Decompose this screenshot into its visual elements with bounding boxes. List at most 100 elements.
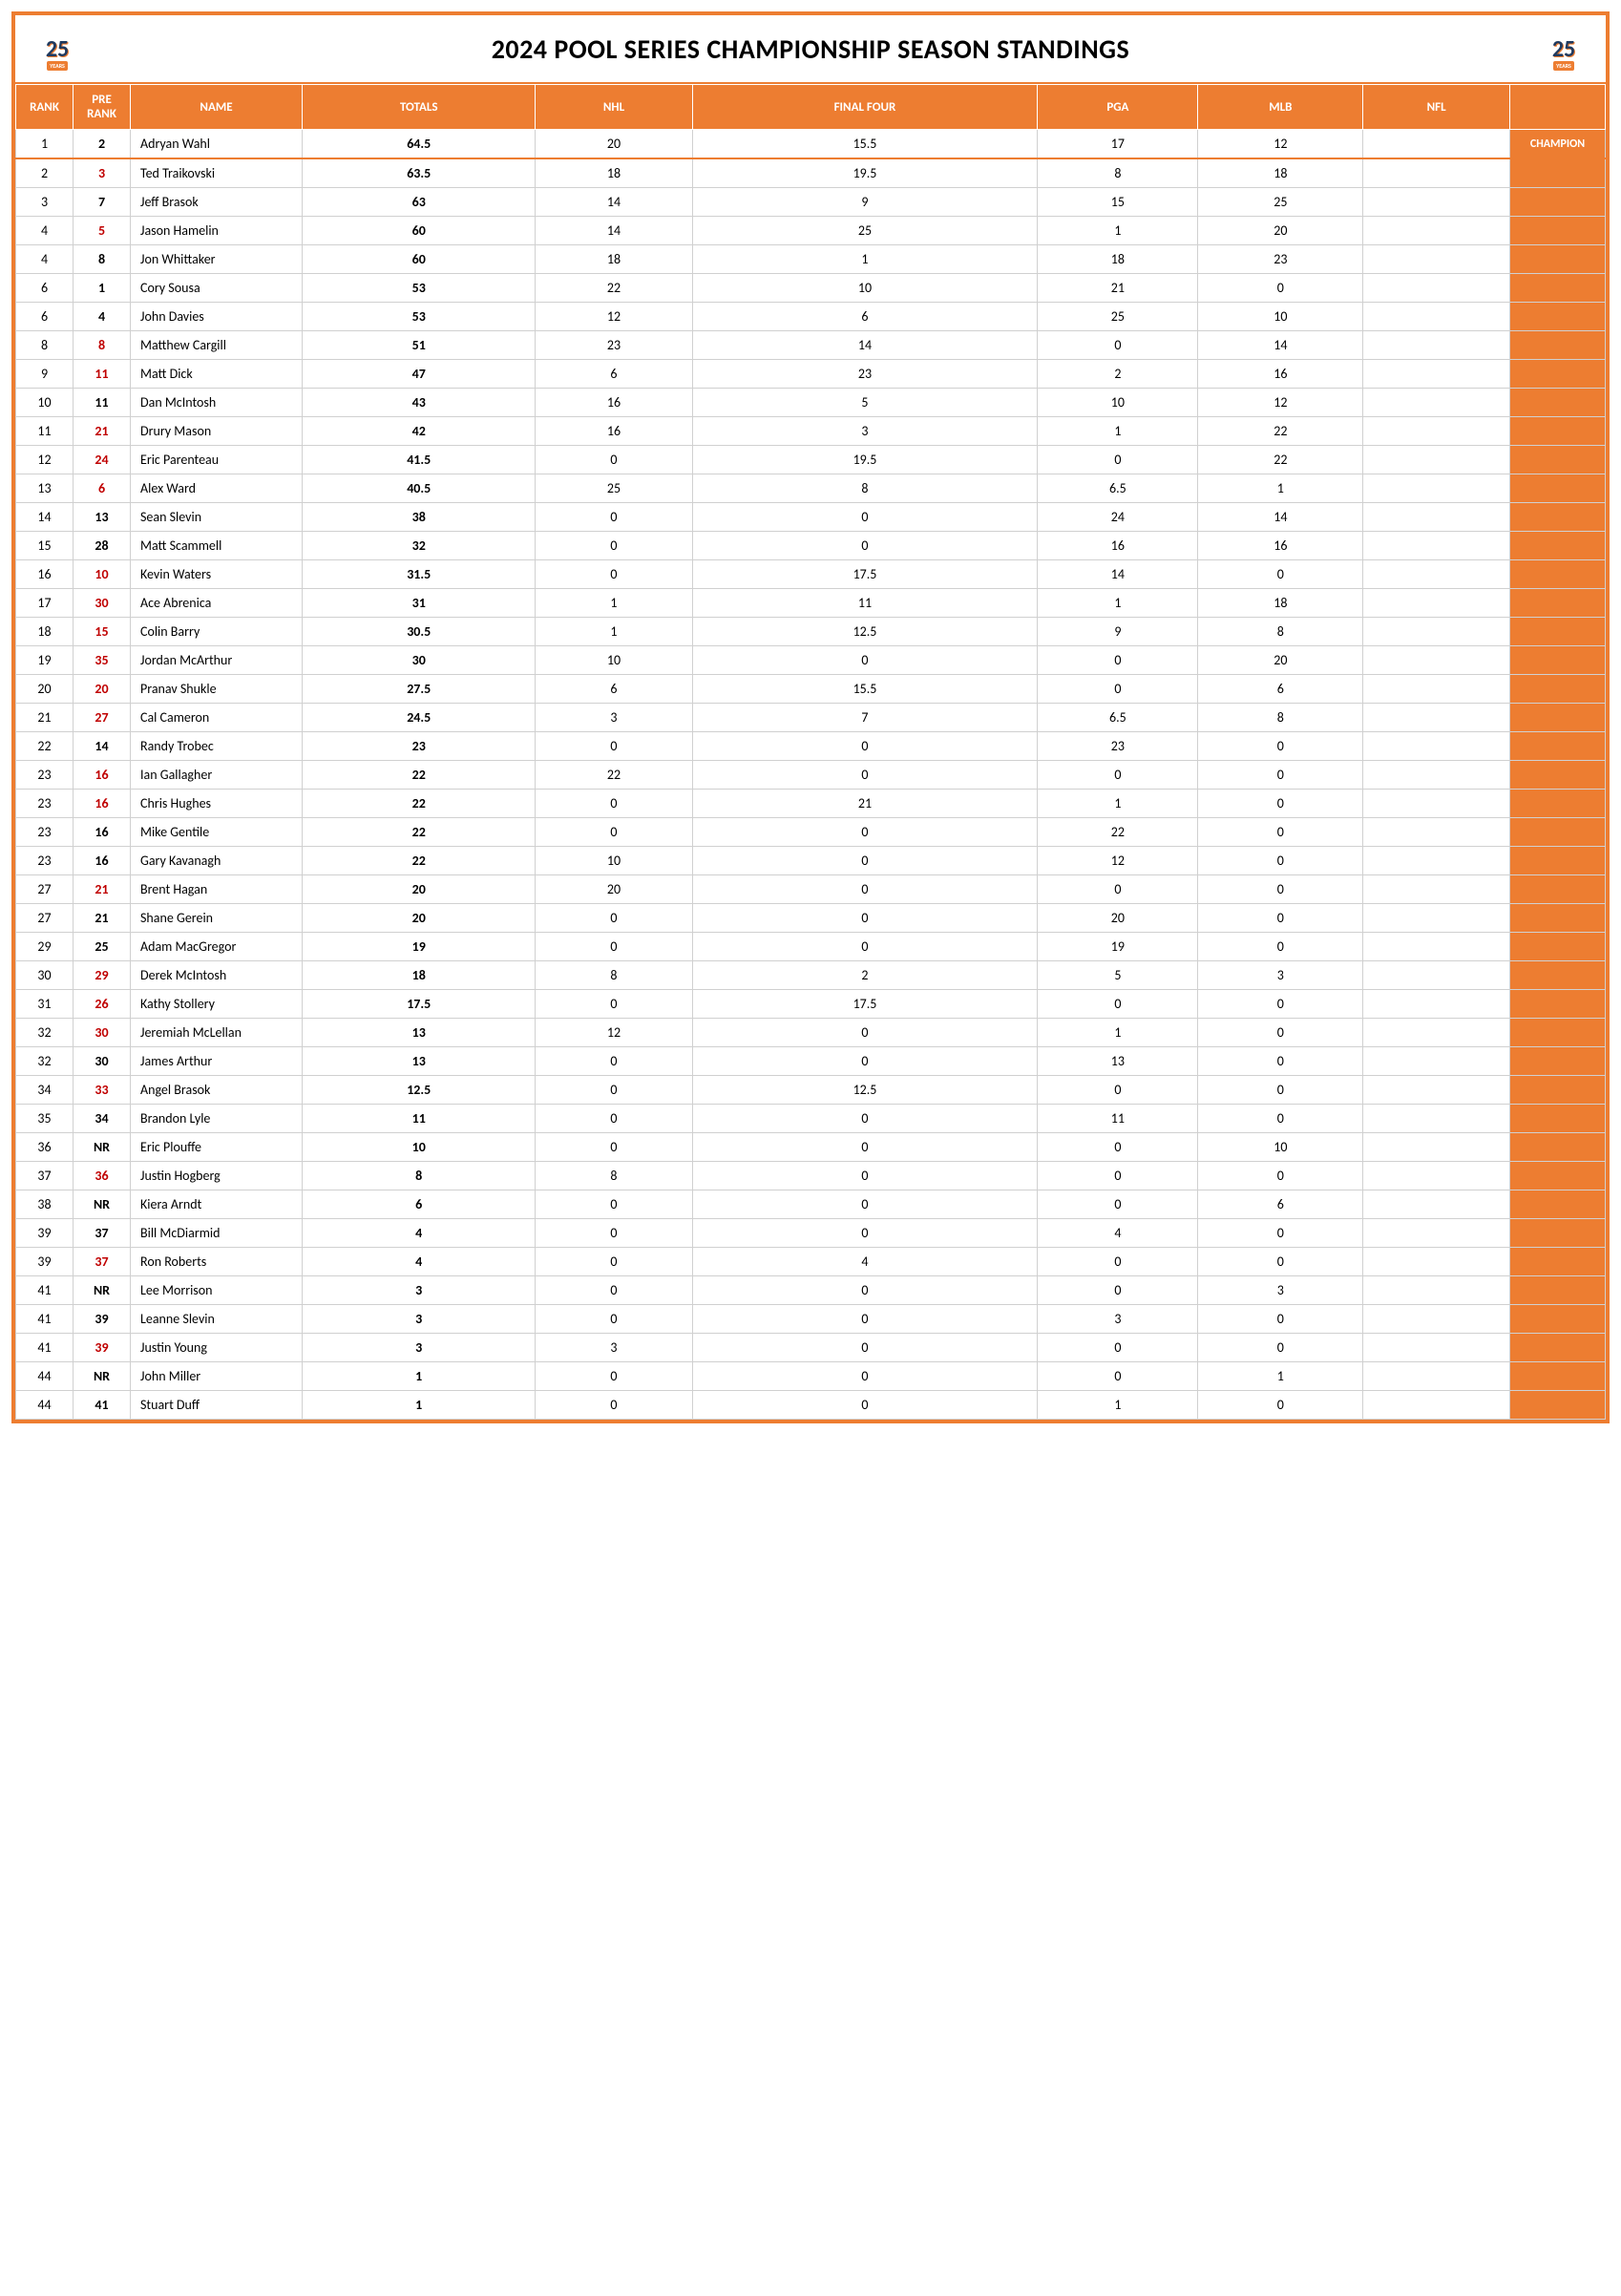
cell-prerank: 28 xyxy=(74,532,131,560)
cell-finalfour: 0 xyxy=(692,1133,1038,1162)
cell-rank: 4 xyxy=(16,217,74,245)
cell-pga: 1 xyxy=(1038,1019,1198,1047)
cell-nhl: 12 xyxy=(536,303,692,331)
cell-mlb: 0 xyxy=(1198,1162,1363,1190)
cell-finalfour: 11 xyxy=(692,589,1038,618)
cell-finalfour: 2 xyxy=(692,961,1038,990)
table-header: RANK PRE RANK NAME TOTALS NHL FINAL FOUR… xyxy=(16,85,1606,130)
cell-totals: 47 xyxy=(303,360,536,389)
cell-finalfour: 0 xyxy=(692,532,1038,560)
cell-nhl: 0 xyxy=(536,1391,692,1420)
cell-rank: 12 xyxy=(16,446,74,474)
cell-mlb: 8 xyxy=(1198,704,1363,732)
cell-nhl: 20 xyxy=(536,130,692,159)
cell-finalfour: 21 xyxy=(692,790,1038,818)
cell-nfl xyxy=(1363,675,1510,704)
cell-champion xyxy=(1510,188,1606,217)
cell-nhl: 3 xyxy=(536,1334,692,1362)
cell-finalfour: 0 xyxy=(692,818,1038,847)
cell-nfl xyxy=(1363,1362,1510,1391)
cell-mlb: 3 xyxy=(1198,1276,1363,1305)
cell-nhl: 22 xyxy=(536,761,692,790)
cell-name: Matthew Cargill xyxy=(131,331,303,360)
cell-champion xyxy=(1510,446,1606,474)
cell-champion xyxy=(1510,904,1606,933)
cell-mlb: 0 xyxy=(1198,1305,1363,1334)
cell-pga: 0 xyxy=(1038,1076,1198,1105)
cell-champion xyxy=(1510,1362,1606,1391)
cell-champion xyxy=(1510,1248,1606,1276)
cell-mlb: 14 xyxy=(1198,503,1363,532)
cell-mlb: 6 xyxy=(1198,1190,1363,1219)
cell-nhl: 0 xyxy=(536,1105,692,1133)
cell-totals: 20 xyxy=(303,875,536,904)
cell-champion xyxy=(1510,1133,1606,1162)
cell-nfl xyxy=(1363,761,1510,790)
cell-pga: 1 xyxy=(1038,1391,1198,1420)
cell-finalfour: 0 xyxy=(692,1190,1038,1219)
cell-prerank: 11 xyxy=(74,360,131,389)
cell-totals: 3 xyxy=(303,1334,536,1362)
cell-nhl: 3 xyxy=(536,704,692,732)
table-body: 12Adryan Wahl64.52015.51712CHAMPION23Ted… xyxy=(16,130,1606,1420)
cell-nhl: 16 xyxy=(536,417,692,446)
cell-nfl xyxy=(1363,790,1510,818)
cell-nhl: 0 xyxy=(536,1076,692,1105)
cell-prerank: 30 xyxy=(74,589,131,618)
cell-rank: 38 xyxy=(16,1190,74,1219)
cell-nfl xyxy=(1363,990,1510,1019)
cell-rank: 11 xyxy=(16,417,74,446)
cell-nhl: 25 xyxy=(536,474,692,503)
cell-name: Colin Barry xyxy=(131,618,303,646)
cell-totals: 22 xyxy=(303,847,536,875)
table-row: 3230Jeremiah McLellan1312010 xyxy=(16,1019,1606,1047)
cell-nfl xyxy=(1363,188,1510,217)
cell-prerank: 21 xyxy=(74,875,131,904)
cell-rank: 34 xyxy=(16,1076,74,1105)
cell-totals: 63 xyxy=(303,188,536,217)
table-row: 48Jon Whittaker601811823 xyxy=(16,245,1606,274)
cell-prerank: 34 xyxy=(74,1105,131,1133)
table-row: 3736Justin Hogberg88000 xyxy=(16,1162,1606,1190)
cell-totals: 12.5 xyxy=(303,1076,536,1105)
cell-finalfour: 12.5 xyxy=(692,1076,1038,1105)
cell-pga: 1 xyxy=(1038,417,1198,446)
cell-rank: 14 xyxy=(16,503,74,532)
cell-champion xyxy=(1510,1334,1606,1362)
cell-prerank: 6 xyxy=(74,474,131,503)
cell-prerank: 30 xyxy=(74,1047,131,1076)
cell-prerank: 36 xyxy=(74,1162,131,1190)
cell-name: Cal Cameron xyxy=(131,704,303,732)
cell-totals: 63.5 xyxy=(303,158,536,188)
logo-right: 25 YEARS xyxy=(1535,25,1592,73)
cell-champion xyxy=(1510,303,1606,331)
cell-nhl: 0 xyxy=(536,1305,692,1334)
cell-name: Cory Sousa xyxy=(131,274,303,303)
cell-totals: 32 xyxy=(303,532,536,560)
cell-pga: 14 xyxy=(1038,560,1198,589)
cell-pga: 1 xyxy=(1038,589,1198,618)
cell-totals: 53 xyxy=(303,274,536,303)
cell-finalfour: 0 xyxy=(692,1162,1038,1190)
cell-nfl xyxy=(1363,646,1510,675)
cell-finalfour: 17.5 xyxy=(692,990,1038,1019)
cell-mlb: 0 xyxy=(1198,1019,1363,1047)
cell-finalfour: 0 xyxy=(692,933,1038,961)
cell-pga: 20 xyxy=(1038,904,1198,933)
cell-finalfour: 0 xyxy=(692,503,1038,532)
cell-prerank: NR xyxy=(74,1276,131,1305)
cell-totals: 1 xyxy=(303,1362,536,1391)
cell-mlb: 25 xyxy=(1198,188,1363,217)
cell-rank: 36 xyxy=(16,1133,74,1162)
table-row: 1610Kevin Waters31.5017.5140 xyxy=(16,560,1606,589)
cell-pga: 16 xyxy=(1038,532,1198,560)
cell-pga: 11 xyxy=(1038,1105,1198,1133)
cell-totals: 6 xyxy=(303,1190,536,1219)
cell-name: Ace Abrenica xyxy=(131,589,303,618)
cell-mlb: 0 xyxy=(1198,560,1363,589)
cell-name: John Miller xyxy=(131,1362,303,1391)
cell-mlb: 3 xyxy=(1198,961,1363,990)
cell-totals: 53 xyxy=(303,303,536,331)
cell-rank: 6 xyxy=(16,274,74,303)
cell-nhl: 18 xyxy=(536,245,692,274)
